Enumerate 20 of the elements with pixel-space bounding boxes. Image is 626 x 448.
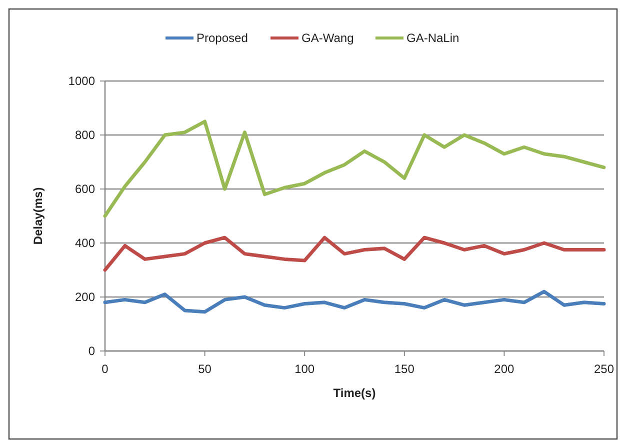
- legend-label: GA-NaLin: [406, 31, 460, 46]
- x-tick-label: 200: [494, 362, 515, 376]
- y-tick-label: 1000: [68, 74, 96, 88]
- x-tick-label: 0: [102, 362, 109, 376]
- legend-label: Proposed: [196, 31, 248, 46]
- line-series: [103, 120, 606, 218]
- y-tick-label: 800: [74, 128, 96, 142]
- y-tick-label: 600: [74, 182, 96, 196]
- y-axis-title: Delay(ms): [31, 187, 45, 245]
- line-series: [103, 290, 606, 314]
- y-tick-label: 400: [74, 236, 96, 250]
- x-tick-label: 250: [594, 362, 614, 376]
- x-tick-label: 150: [394, 362, 415, 376]
- x-axis-title: Time(s): [333, 386, 376, 400]
- y-tick-label: 0: [88, 344, 96, 358]
- x-tick-label: 100: [294, 362, 315, 376]
- x-tick-label: 50: [198, 362, 212, 376]
- y-tick-label: 200: [74, 290, 96, 304]
- line-series: [103, 236, 606, 272]
- legend-label: GA-Wang: [302, 31, 354, 46]
